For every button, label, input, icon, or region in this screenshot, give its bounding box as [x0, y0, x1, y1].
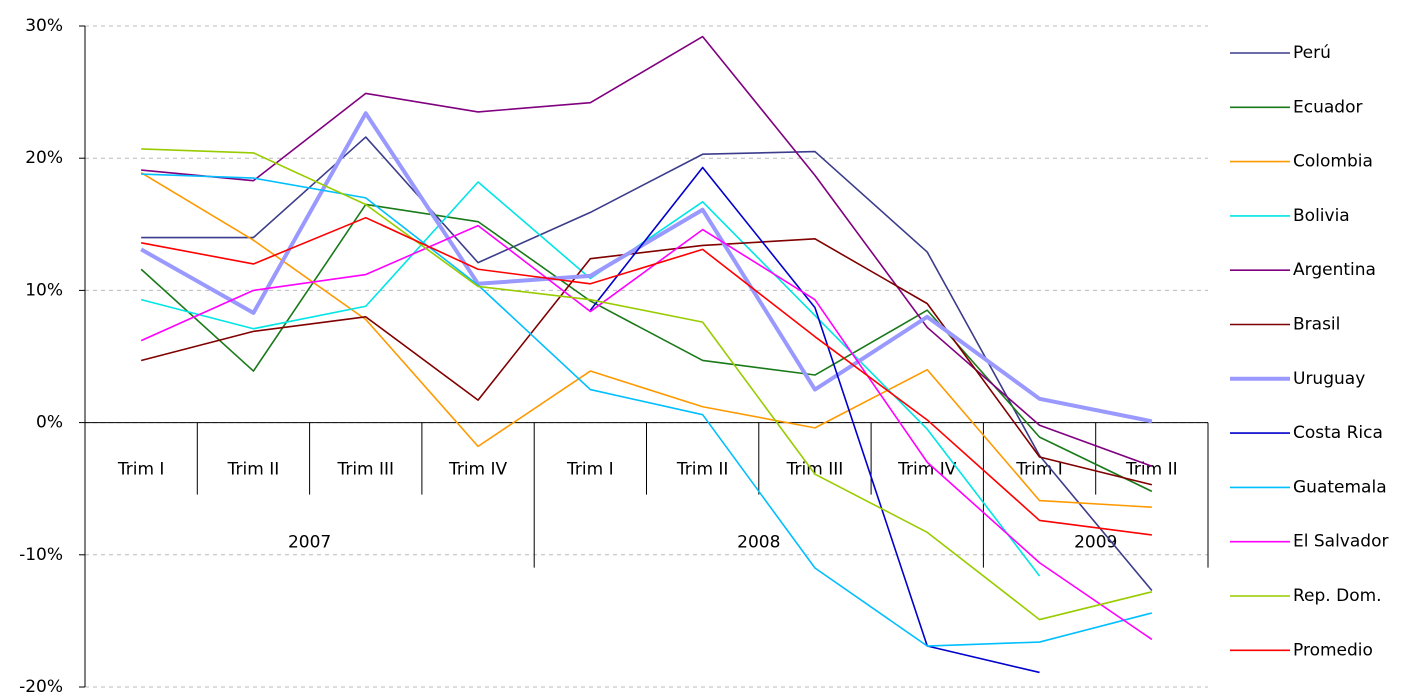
y-tick-label: 20%	[25, 148, 63, 168]
legend-label: Colombia	[1293, 152, 1373, 172]
y-tick-label: 30%	[25, 16, 63, 36]
legend-label: Perú	[1293, 43, 1331, 63]
legend-label: Ecuador	[1293, 97, 1362, 117]
series-line	[140, 238, 1153, 486]
legend-label: Guatemala	[1293, 477, 1387, 497]
series-line	[140, 111, 1153, 424]
x-tick-label: Trim IV	[448, 460, 508, 480]
x-tick-label: Trim I	[117, 460, 165, 480]
series-line	[141, 216, 1152, 536]
y-tick-label: -20%	[19, 677, 63, 695]
group-label: 2007	[288, 533, 331, 553]
x-tick-label: Trim I	[1015, 460, 1063, 480]
series-line	[140, 181, 1041, 577]
legend-label: Costa Rica	[1293, 423, 1383, 443]
legend-label: Argentina	[1293, 260, 1376, 280]
x-tick-label: Trim II	[1125, 460, 1178, 480]
x-tick-label: Trim III	[336, 460, 394, 480]
series-line	[140, 224, 1153, 641]
x-tick-label: Trim II	[676, 460, 729, 480]
y-tick-label: -10%	[19, 545, 63, 565]
legend-label: Uruguay	[1293, 369, 1365, 389]
legend-label: Brasil	[1293, 315, 1340, 335]
legend-label: Promedio	[1293, 640, 1373, 660]
y-tick-label: 10%	[25, 280, 63, 300]
y-tick-label: 0%	[36, 413, 63, 433]
series-line	[141, 35, 1153, 467]
legend-label: El Salvador	[1293, 532, 1388, 552]
x-tick-label: Trim III	[786, 460, 844, 480]
series-line	[141, 148, 1153, 621]
group-label: 2008	[737, 533, 780, 553]
series-line	[140, 172, 1152, 509]
x-tick-label: Trim II	[227, 460, 280, 480]
series-line	[141, 136, 1153, 592]
x-tick-label: Trim I	[566, 460, 614, 480]
legend-label: Bolivia	[1293, 206, 1350, 226]
series-line	[140, 203, 1153, 493]
legend-label: Rep. Dom.	[1293, 586, 1382, 606]
group-label: 2009	[1074, 533, 1117, 553]
series-line	[141, 173, 1153, 647]
series-line	[589, 166, 1040, 674]
